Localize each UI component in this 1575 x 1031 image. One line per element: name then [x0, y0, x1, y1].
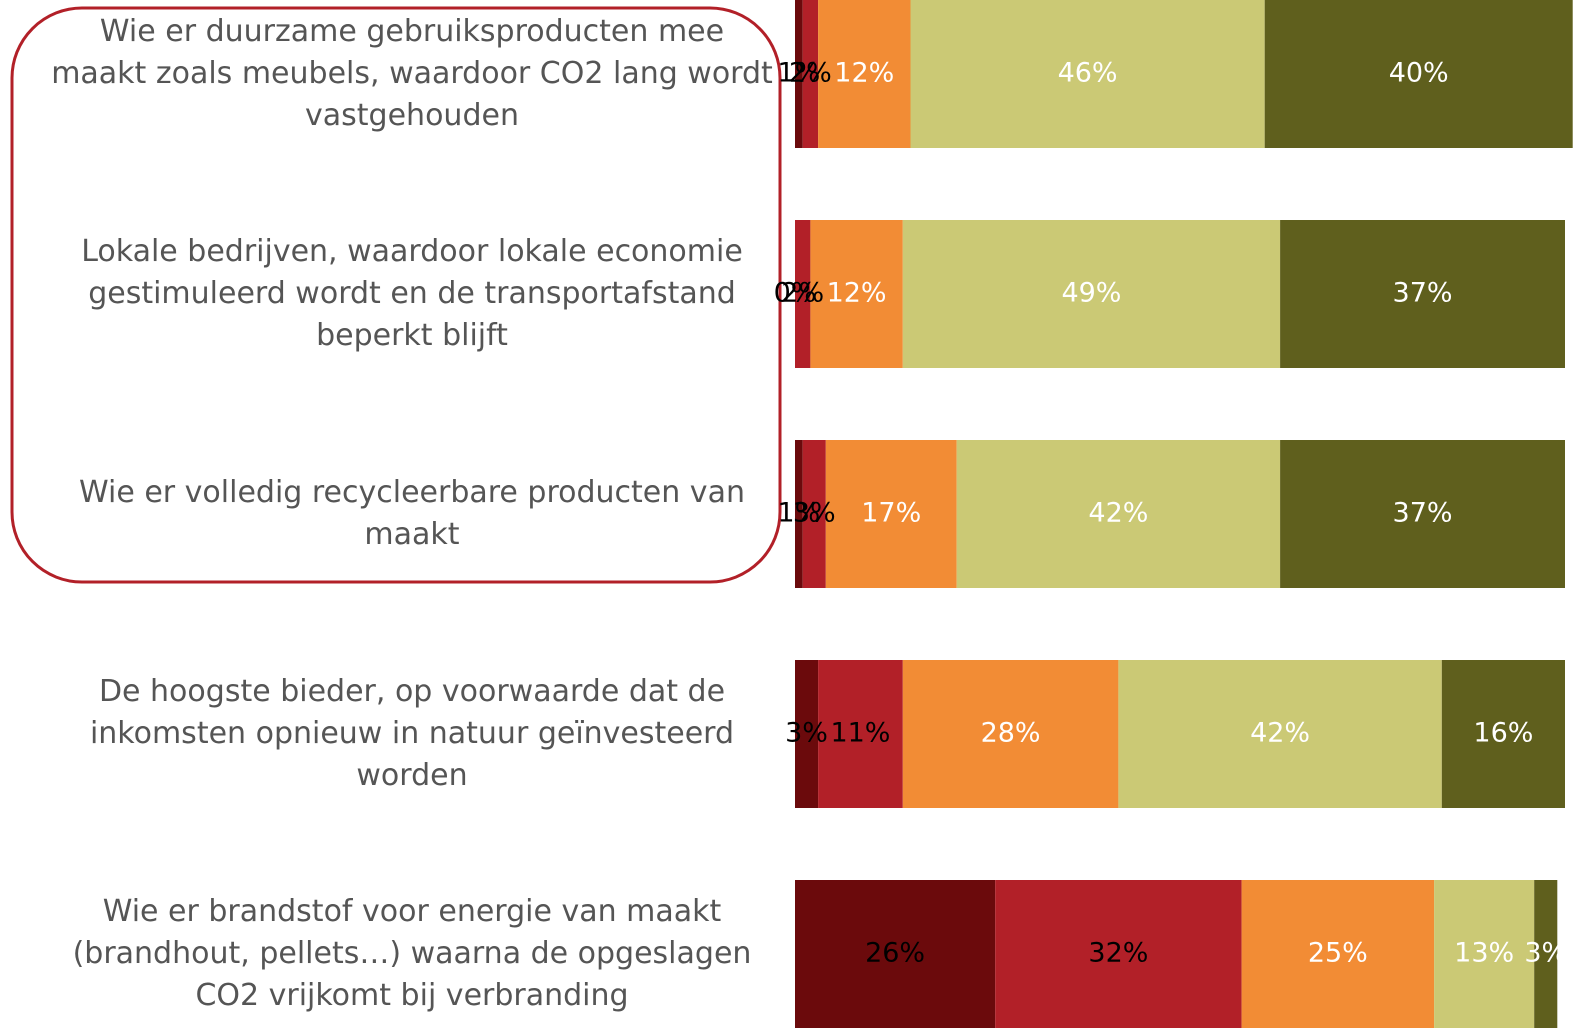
bar-segment [1441, 660, 1565, 808]
data-label: 37% [1393, 278, 1453, 309]
data-label: 25% [1308, 938, 1368, 969]
bar-segment [818, 0, 911, 148]
data-label: 28% [981, 718, 1041, 749]
bar-segment [1434, 880, 1535, 1028]
data-label: 17% [861, 498, 921, 529]
category-label: Wie er volledig recycleerbare producten … [79, 475, 745, 552]
bar-segment [795, 220, 811, 368]
data-label: 0% [774, 278, 817, 309]
data-label: 26% [865, 938, 925, 969]
bar-segment [1264, 0, 1573, 148]
bar-segment [825, 440, 957, 588]
data-label: 1% [777, 58, 820, 89]
category-label: Lokale bedrijven, waardoor lokale econom… [81, 234, 743, 353]
data-label: 32% [1088, 938, 1148, 969]
highlight-box [10, 6, 782, 584]
bar-segment [956, 440, 1281, 588]
bar-segment [902, 660, 1119, 808]
category-label: Wie er brandstof voor energie van maakt … [72, 894, 752, 1013]
bar-segment [995, 880, 1242, 1028]
bar-segment [1118, 660, 1442, 808]
bar-segment [795, 660, 819, 808]
bar-segment [818, 660, 903, 808]
data-label: 42% [1088, 498, 1148, 529]
bar-segment [1280, 440, 1565, 588]
bar-segment [910, 0, 1265, 148]
data-label: 37% [1393, 498, 1453, 529]
data-label: 49% [1061, 278, 1121, 309]
data-label: 3% [1524, 938, 1567, 969]
bar-segment [802, 440, 826, 588]
data-label: 40% [1389, 58, 1449, 89]
data-label: 3% [785, 718, 828, 749]
data-label: 12% [834, 58, 894, 89]
bar-segment [802, 0, 819, 148]
data-label: 13% [1454, 938, 1514, 969]
data-label: 16% [1473, 718, 1533, 749]
data-label: 42% [1250, 718, 1310, 749]
bar-segment [902, 220, 1281, 368]
bar-segment [795, 440, 803, 588]
bar-segment [795, 0, 803, 148]
bar-segment [810, 220, 903, 368]
data-label: 2% [781, 278, 824, 309]
data-label: 12% [827, 278, 887, 309]
data-label: 11% [830, 718, 890, 749]
bar-segment [1534, 880, 1558, 1028]
bar-segment [795, 880, 996, 1028]
data-label: 1% [777, 498, 820, 529]
bar-segment [1241, 880, 1435, 1028]
data-label: 3% [793, 498, 836, 529]
category-label: Wie er duurzame gebruiksproducten mee ma… [51, 14, 773, 133]
data-label: 46% [1058, 58, 1118, 89]
bar-segment [1280, 220, 1565, 368]
data-label: 2% [789, 58, 832, 89]
category-label: De hoogste bieder, op voorwaarde dat de … [89, 674, 735, 793]
